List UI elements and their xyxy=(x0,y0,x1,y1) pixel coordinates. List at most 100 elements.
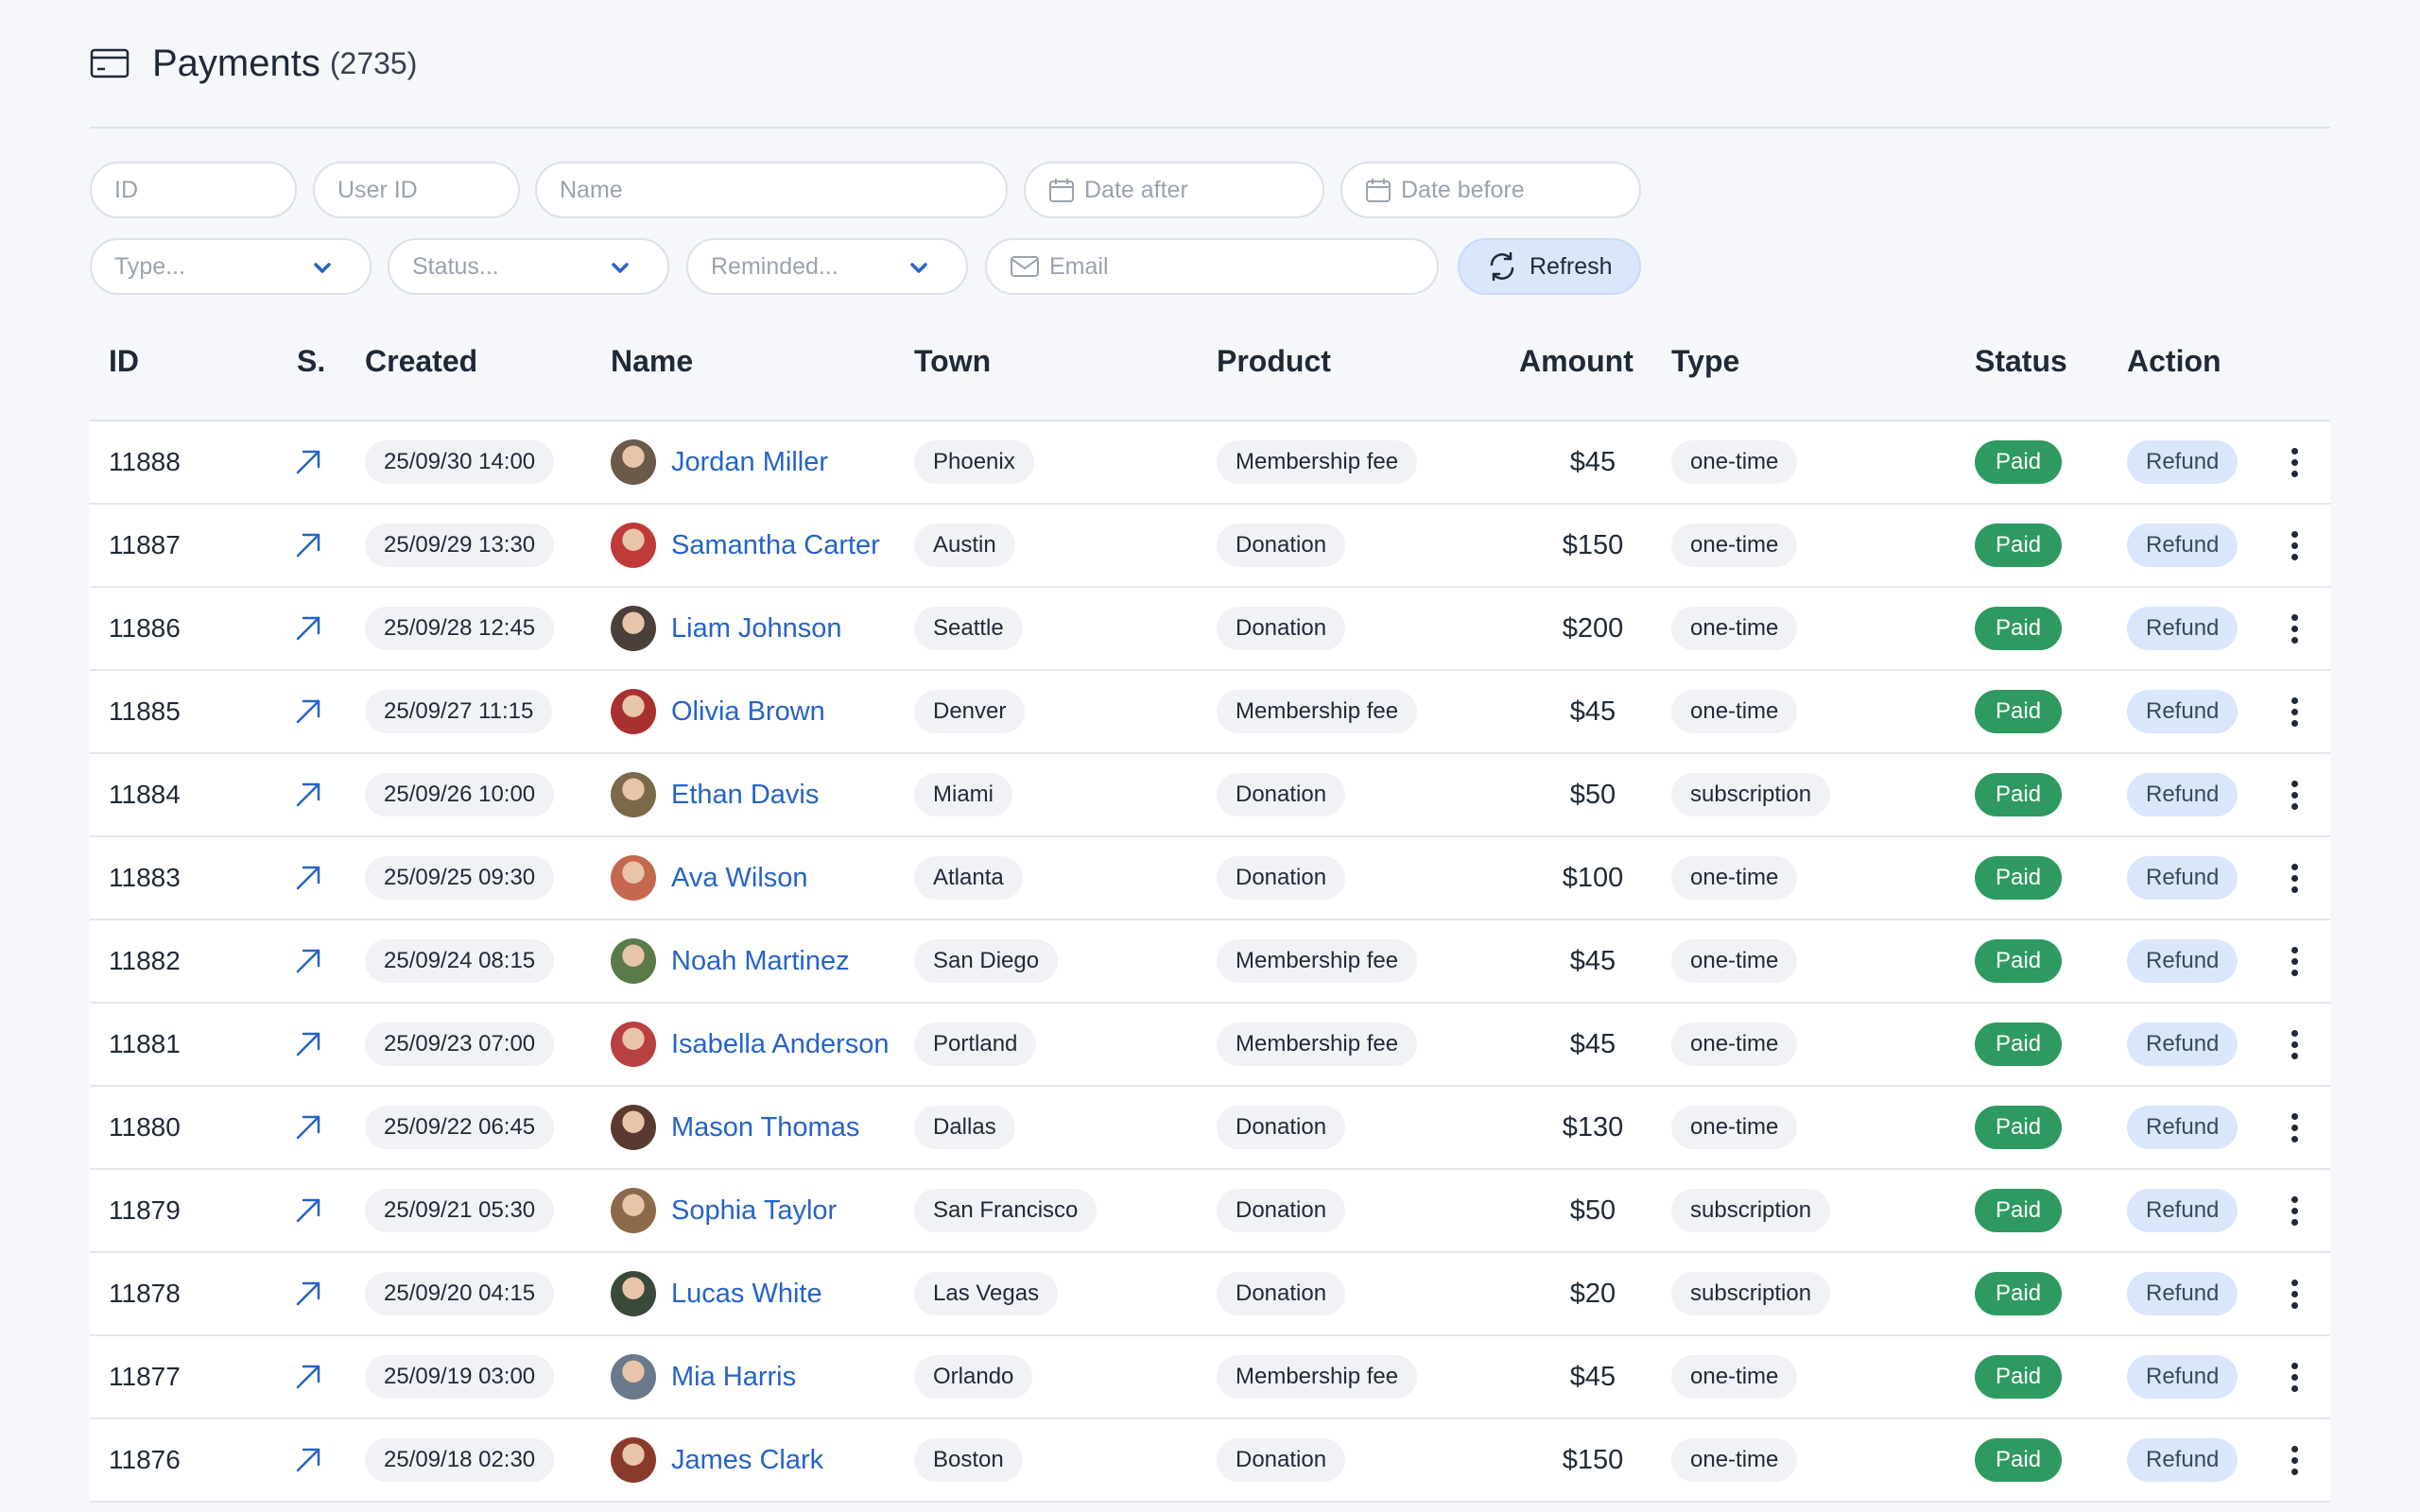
table-row[interactable]: 11884 25/09/26 10:00 Ethan Davis Miami D… xyxy=(90,754,2330,837)
open-link-button[interactable] xyxy=(293,1087,323,1168)
refresh-button[interactable]: Refresh xyxy=(1458,238,1641,295)
customer-name-link[interactable]: Olivia Brown xyxy=(671,696,825,727)
reminded-select[interactable]: Reminded... xyxy=(686,238,968,295)
refund-button[interactable]: Refund xyxy=(2127,1189,2238,1232)
table-row[interactable]: 11888 25/09/30 14:00 Jordan Miller Phoen… xyxy=(90,421,2330,505)
status-select[interactable]: Status... xyxy=(388,238,669,295)
more-menu-button[interactable] xyxy=(2275,421,2313,503)
table-row[interactable]: 11882 25/09/24 08:15 Noah Martinez San D… xyxy=(90,920,2330,1004)
refund-button[interactable]: Refund xyxy=(2127,773,2238,816)
customer-name-link[interactable]: Mia Harris xyxy=(671,1361,797,1392)
more-menu-button[interactable] xyxy=(2275,588,2313,669)
refund-button[interactable]: Refund xyxy=(2127,524,2238,567)
user-id-filter-input[interactable]: User ID xyxy=(313,162,520,218)
column-header-amount[interactable]: Amount xyxy=(1519,344,1634,378)
more-menu-button[interactable] xyxy=(2275,1336,2313,1418)
more-menu-button[interactable] xyxy=(2275,505,2313,586)
column-header-id[interactable]: ID xyxy=(109,344,139,378)
column-header-created[interactable]: Created xyxy=(365,344,478,378)
refund-button[interactable]: Refund xyxy=(2127,1022,2238,1066)
product-cell: Membership fee xyxy=(1217,1336,1418,1418)
open-link-button[interactable] xyxy=(293,920,323,1002)
refund-button[interactable]: Refund xyxy=(2127,607,2238,650)
product-chip: Donation xyxy=(1217,524,1346,567)
column-header-town[interactable]: Town xyxy=(914,344,992,378)
type-select[interactable]: Type... xyxy=(90,238,372,295)
more-menu-button[interactable] xyxy=(2275,1087,2313,1168)
product-chip: Membership fee xyxy=(1217,939,1418,983)
more-menu-button[interactable] xyxy=(2275,1004,2313,1085)
table-row[interactable]: 11879 25/09/21 05:30 Sophia Taylor San F… xyxy=(90,1170,2330,1253)
open-link-button[interactable] xyxy=(293,1419,323,1501)
more-menu-button[interactable] xyxy=(2275,671,2313,752)
table-row[interactable]: 11887 25/09/29 13:30 Samantha Carter Aus… xyxy=(90,505,2330,588)
customer-name-link[interactable]: James Clark xyxy=(671,1444,824,1475)
table-row[interactable]: 11883 25/09/25 09:30 Ava Wilson Atlanta … xyxy=(90,837,2330,920)
refund-button[interactable]: Refund xyxy=(2127,939,2238,983)
column-header-name[interactable]: Name xyxy=(611,344,694,378)
table-row[interactable]: 11877 25/09/19 03:00 Mia Harris Orlando … xyxy=(90,1336,2330,1419)
open-link-button[interactable] xyxy=(293,1336,323,1418)
refund-button[interactable]: Refund xyxy=(2127,440,2238,484)
created-date: 25/09/21 05:30 xyxy=(365,1189,555,1232)
date-before-placeholder: Date before xyxy=(1401,176,1525,203)
refund-button[interactable]: Refund xyxy=(2127,856,2238,900)
chevron-down-icon xyxy=(314,263,331,273)
more-menu-button[interactable] xyxy=(2275,754,2313,835)
refund-button[interactable]: Refund xyxy=(2127,1106,2238,1149)
open-link-button[interactable] xyxy=(293,754,323,835)
customer-name-link[interactable]: Mason Thomas xyxy=(671,1111,860,1143)
avatar xyxy=(611,1105,656,1150)
customer-name-link[interactable]: Liam Johnson xyxy=(671,612,842,644)
action-cell: Refund xyxy=(2127,1253,2238,1334)
id-filter-input[interactable]: ID xyxy=(90,162,297,218)
town-chip: Atlanta xyxy=(914,856,1023,900)
table-row[interactable]: 11881 25/09/23 07:00 Isabella Anderson P… xyxy=(90,1004,2330,1087)
email-filter-input[interactable]: Email xyxy=(985,238,1439,295)
column-header-action[interactable]: Action xyxy=(2127,344,2221,378)
type-cell: one-time xyxy=(1671,837,1798,919)
open-link-button[interactable] xyxy=(293,1253,323,1334)
customer-name-link[interactable]: Isabella Anderson xyxy=(671,1028,890,1059)
name-filter-input[interactable]: Name xyxy=(535,162,1008,218)
refund-button[interactable]: Refund xyxy=(2127,690,2238,733)
town-chip: Orlando xyxy=(914,1355,1033,1399)
open-link-button[interactable] xyxy=(293,837,323,919)
created-date: 25/09/23 07:00 xyxy=(365,1022,555,1066)
customer-name-link[interactable]: Sophia Taylor xyxy=(671,1194,838,1226)
refund-button[interactable]: Refund xyxy=(2127,1355,2238,1399)
customer-name-link[interactable]: Ethan Davis xyxy=(671,779,820,810)
open-link-button[interactable] xyxy=(293,505,323,586)
customer-name-link[interactable]: Noah Martinez xyxy=(671,945,850,976)
customer-name-link[interactable]: Samantha Carter xyxy=(671,529,880,560)
customer-name-link[interactable]: Jordan Miller xyxy=(671,446,828,477)
more-menu-button[interactable] xyxy=(2275,1419,2313,1501)
open-link-button[interactable] xyxy=(293,1170,323,1251)
open-link-button[interactable] xyxy=(293,588,323,669)
date-after-input[interactable]: Date after xyxy=(1024,162,1324,218)
table-row[interactable]: 11878 25/09/20 04:15 Lucas White Las Veg… xyxy=(90,1253,2330,1336)
date-before-input[interactable]: Date before xyxy=(1340,162,1641,218)
open-link-button[interactable] xyxy=(293,1004,323,1085)
customer-name-link[interactable]: Lucas White xyxy=(671,1278,822,1309)
table-row[interactable]: 11880 25/09/22 06:45 Mason Thomas Dallas… xyxy=(90,1087,2330,1170)
more-menu-button[interactable] xyxy=(2275,837,2313,919)
more-menu-button[interactable] xyxy=(2275,1170,2313,1251)
refund-button[interactable]: Refund xyxy=(2127,1272,2238,1315)
more-menu-button[interactable] xyxy=(2275,920,2313,1002)
table-row[interactable]: 11885 25/09/27 11:15 Olivia Brown Denver… xyxy=(90,671,2330,754)
more-menu-button[interactable] xyxy=(2275,1253,2313,1334)
column-header-status[interactable]: Status xyxy=(1975,344,2067,378)
refresh-icon xyxy=(1490,251,1514,282)
column-header-s[interactable]: S. xyxy=(297,344,326,378)
type-chip: one-time xyxy=(1671,856,1798,900)
open-link-button[interactable] xyxy=(293,671,323,752)
table-row[interactable]: 11876 25/09/18 02:30 James Clark Boston … xyxy=(90,1419,2330,1503)
open-link-button[interactable] xyxy=(293,421,323,503)
table-row[interactable]: 11886 25/09/28 12:45 Liam Johnson Seattl… xyxy=(90,588,2330,671)
arrow-up-right-icon xyxy=(296,1448,320,1472)
column-header-type[interactable]: Type xyxy=(1671,344,1740,378)
column-header-product[interactable]: Product xyxy=(1217,344,1331,378)
customer-name-link[interactable]: Ava Wilson xyxy=(671,862,808,893)
refund-button[interactable]: Refund xyxy=(2127,1438,2238,1482)
